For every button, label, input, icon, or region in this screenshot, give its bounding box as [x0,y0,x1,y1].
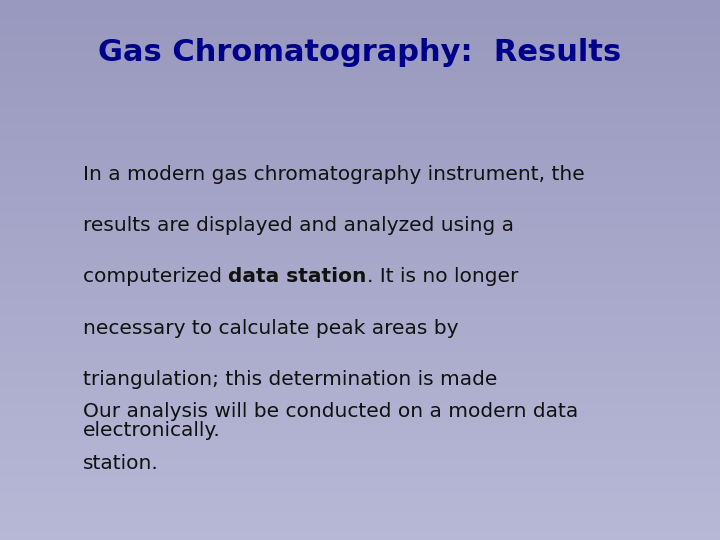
Text: triangulation; this determination is made: triangulation; this determination is mad… [83,370,498,389]
Text: computerized: computerized [83,267,228,286]
Text: . It is no longer: . It is no longer [366,267,518,286]
Text: necessary to calculate peak areas by: necessary to calculate peak areas by [83,319,459,338]
Text: In a modern gas chromatography instrument, the: In a modern gas chromatography instrumen… [83,165,585,184]
Text: station.: station. [83,454,158,472]
Text: Our analysis will be conducted on a modern data: Our analysis will be conducted on a mode… [83,402,578,421]
Text: Gas Chromatography:  Results: Gas Chromatography: Results [99,38,621,67]
Text: electronically.: electronically. [83,421,220,440]
Text: results are displayed and analyzed using a: results are displayed and analyzed using… [83,216,514,235]
Text: data station: data station [228,267,366,286]
